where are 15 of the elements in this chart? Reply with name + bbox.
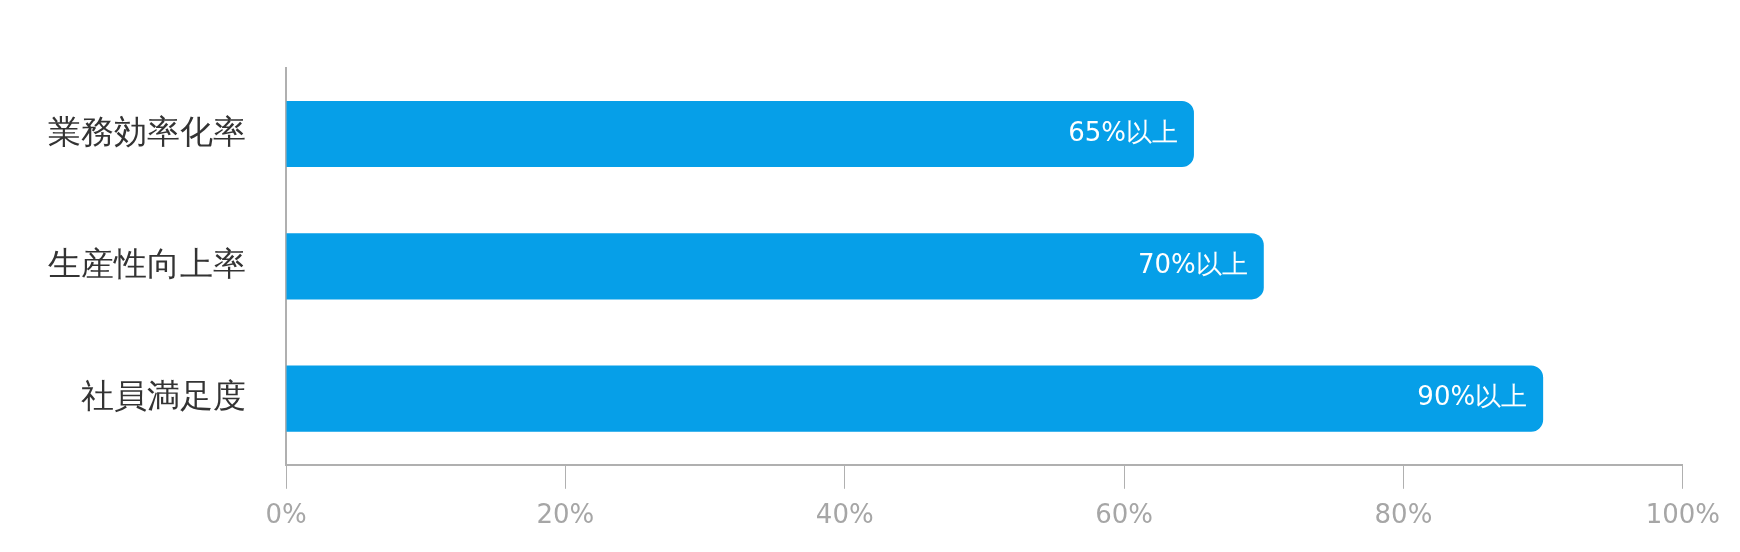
x-tick-label: 100% xyxy=(1645,499,1721,530)
bar xyxy=(286,365,1544,432)
data-label: 70%以上 xyxy=(1137,249,1248,280)
data-label: 65%以上 xyxy=(1068,116,1178,147)
bar xyxy=(286,100,1194,168)
data-label: 90%以上 xyxy=(1417,381,1528,412)
bar xyxy=(286,233,1264,300)
y-tick-label: 生産性向上率 xyxy=(48,243,246,283)
x-tick-label: 40% xyxy=(815,499,874,530)
x-tick-label: 80% xyxy=(1374,499,1433,530)
x-tick-label: 0% xyxy=(265,499,307,530)
y-tick-label: 業務効率化率 xyxy=(48,111,246,151)
x-tick-label: 20% xyxy=(536,499,595,530)
x-tick-label: 60% xyxy=(1095,499,1153,530)
y-tick-label: 社員満足度 xyxy=(81,376,246,416)
